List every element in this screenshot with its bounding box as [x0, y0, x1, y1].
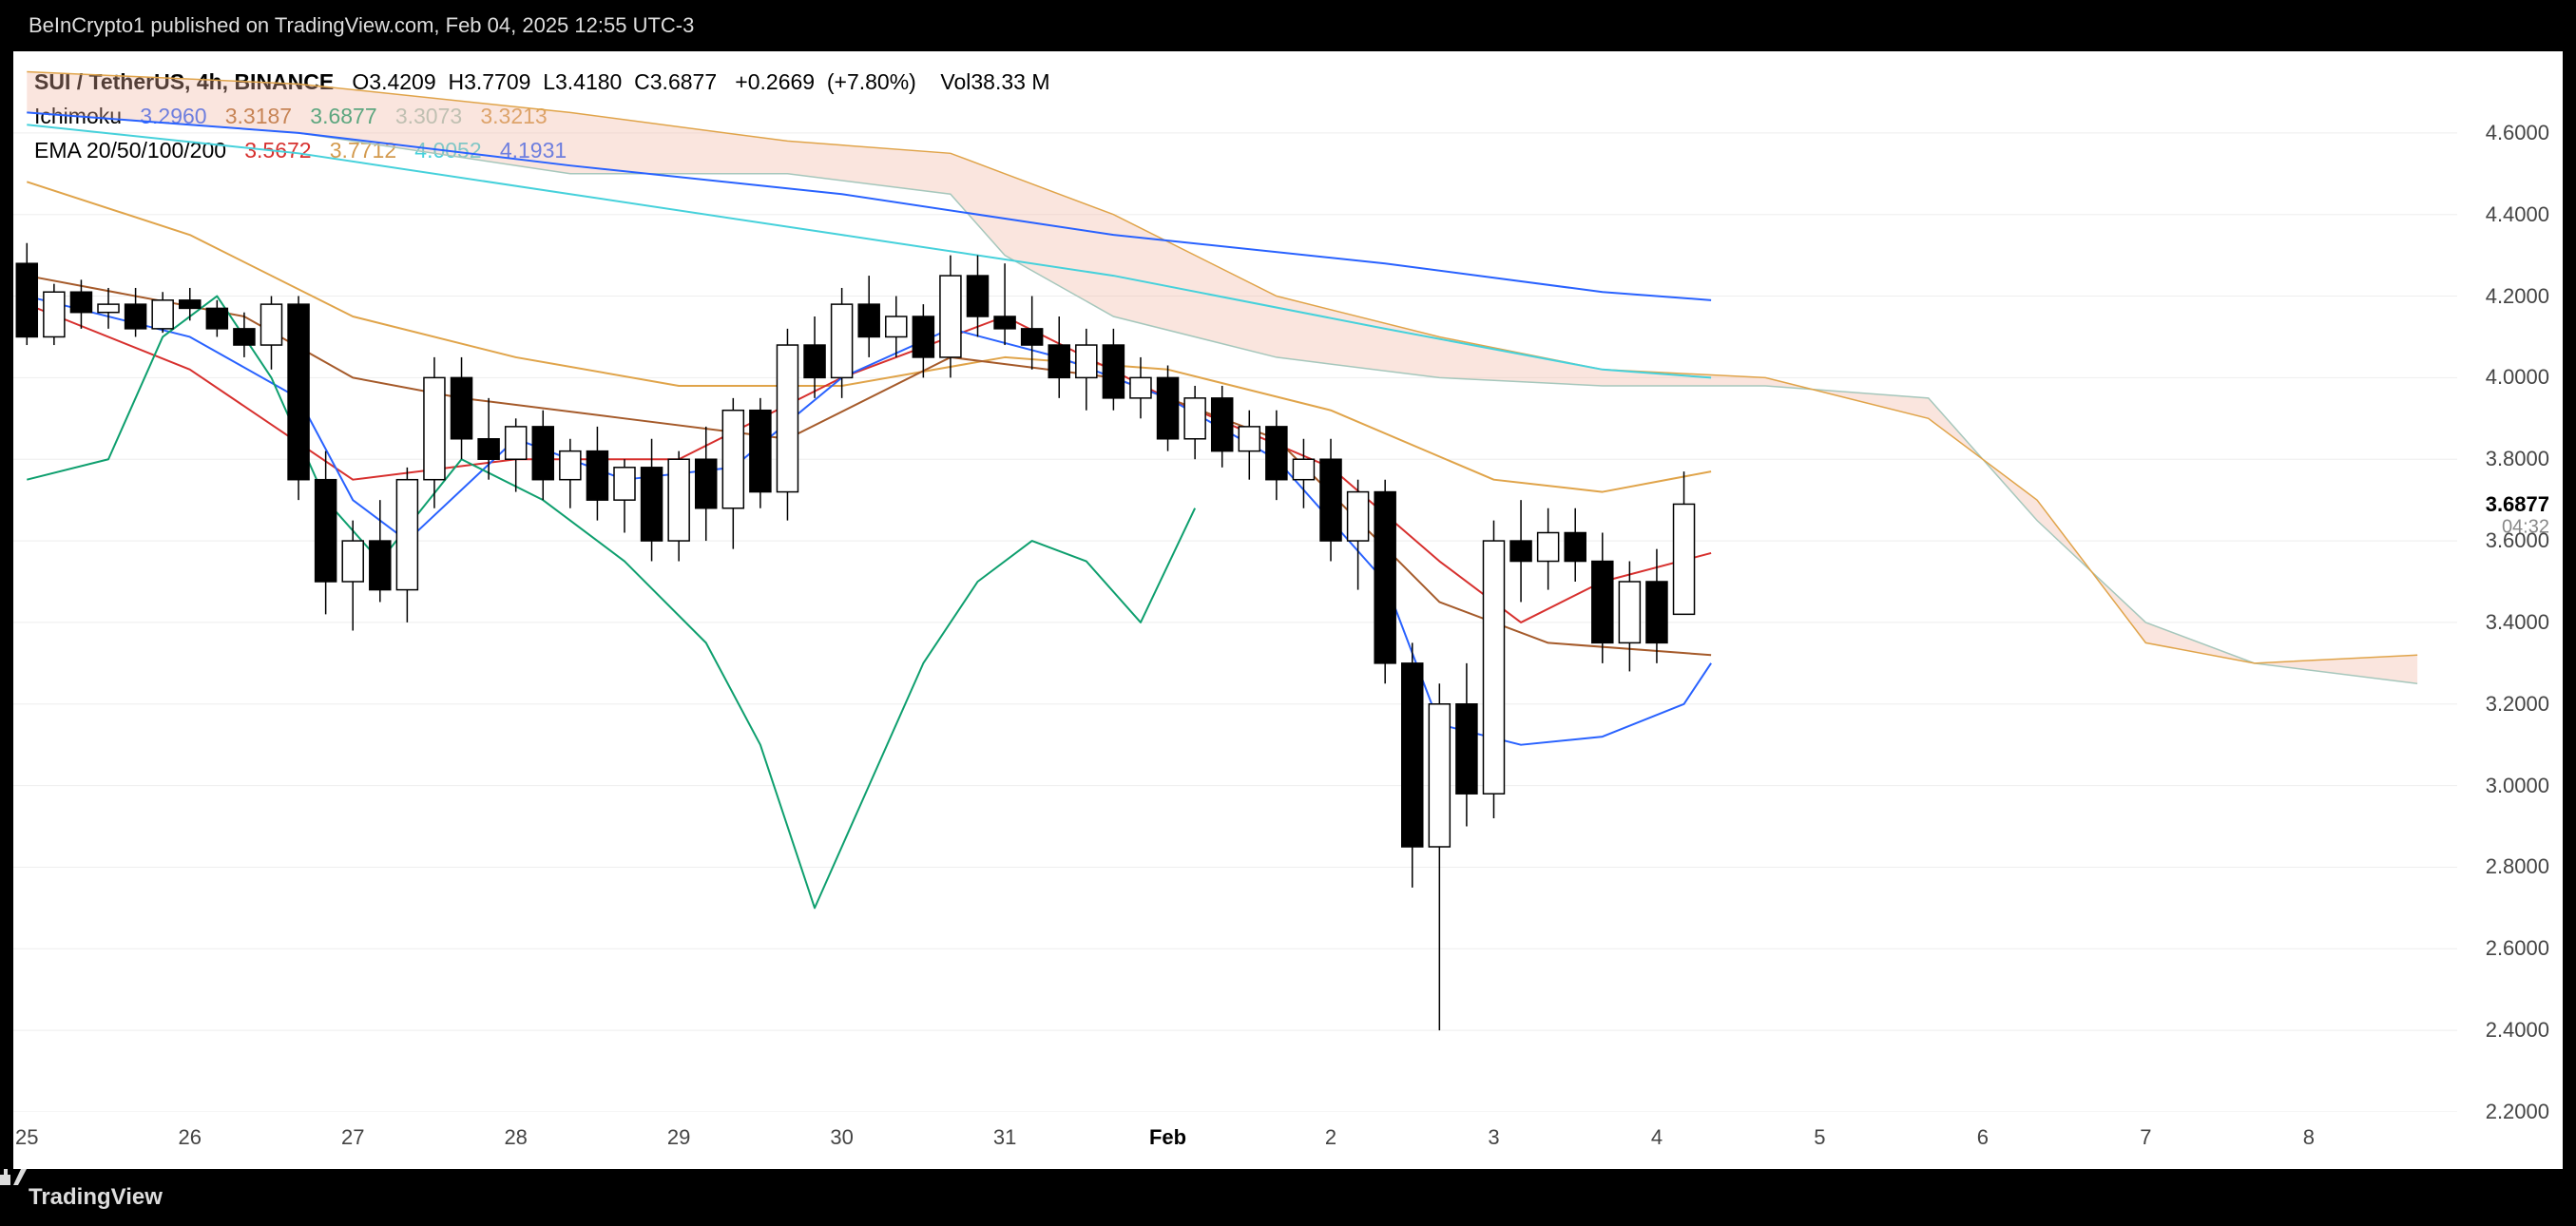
y-tick: 4.6000	[2486, 121, 2549, 145]
x-tick: 4	[1651, 1125, 1663, 1150]
y-tick: 4.4000	[2486, 202, 2549, 227]
publish-info-bar: BeInCrypto1 published on TradingView.com…	[0, 0, 2576, 51]
y-tick: 2.4000	[2486, 1018, 2549, 1043]
x-tick: 27	[341, 1125, 364, 1150]
x-tick: 29	[667, 1125, 690, 1150]
y-tick: 3.4000	[2486, 610, 2549, 635]
x-tick: 8	[2303, 1125, 2315, 1150]
x-tick: 26	[179, 1125, 202, 1150]
last-price-tag: 3.6877	[2486, 492, 2549, 517]
x-tick: 7	[2140, 1125, 2151, 1150]
chart-frame: SUI / TetherUS, 4h, BINANCE O3.4209 H3.7…	[13, 51, 2563, 1169]
y-tick: 2.2000	[2486, 1100, 2549, 1124]
x-tick: Feb	[1149, 1125, 1186, 1150]
chart-svg	[13, 51, 2458, 1112]
time-axis[interactable]: 25 26 27 28 29 30 31 Feb 2 3 4 5 6 7 8	[13, 1111, 2458, 1169]
watermark-bar: TradingView	[0, 1169, 2576, 1226]
price-plot-area[interactable]	[13, 51, 2458, 1112]
publish-info-text: BeInCrypto1 published on TradingView.com…	[29, 13, 694, 38]
y-tick: 3.2000	[2486, 692, 2549, 717]
y-tick: 3.0000	[2486, 774, 2549, 798]
x-tick: 25	[15, 1125, 38, 1150]
y-tick: 2.8000	[2486, 854, 2549, 879]
x-tick: 5	[1814, 1125, 1825, 1150]
watermark-text: TradingView	[29, 1184, 163, 1211]
x-tick: 2	[1325, 1125, 1336, 1150]
x-tick: 30	[830, 1125, 853, 1150]
price-axis[interactable]: 2.2000 2.4000 2.6000 2.8000 3.0000 3.2000 3.40…	[2457, 51, 2563, 1169]
x-tick: 3	[1488, 1125, 1499, 1150]
y-tick: 4.0000	[2486, 365, 2549, 390]
y-tick: 3.8000	[2486, 447, 2549, 471]
y-tick: 2.6000	[2486, 936, 2549, 961]
x-tick: 28	[504, 1125, 527, 1150]
x-tick: 31	[993, 1125, 1016, 1150]
y-tick: 4.2000	[2486, 284, 2549, 309]
x-tick: 6	[1977, 1125, 1989, 1150]
bar-countdown: 04:32	[2502, 517, 2549, 539]
